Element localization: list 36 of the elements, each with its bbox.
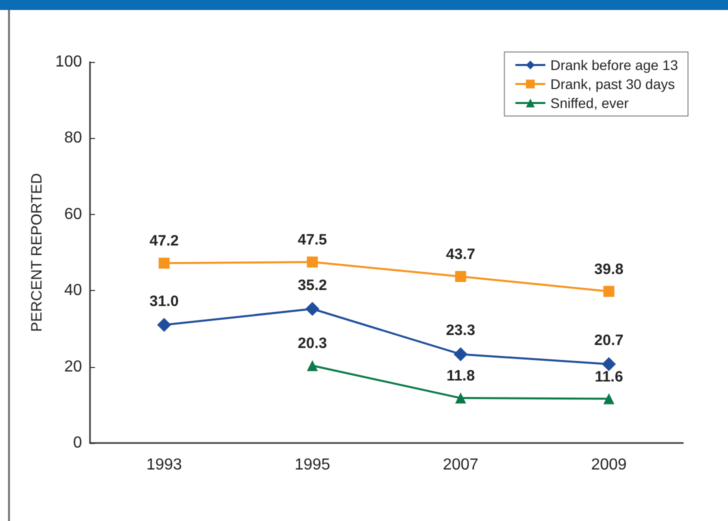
data-label: 11.8	[446, 368, 475, 385]
y-tick-label: 100	[55, 54, 82, 70]
x-tick-label: 1993	[146, 456, 182, 474]
point	[157, 318, 172, 332]
point	[603, 393, 614, 404]
data-label: 20.7	[594, 332, 624, 350]
point	[306, 256, 318, 268]
point	[603, 286, 614, 297]
x-tick-label: 1995	[294, 456, 330, 474]
data-label: 11.6	[594, 368, 624, 386]
data-label: 35.2	[298, 276, 327, 294]
y-tick-label: 40	[64, 282, 82, 300]
point	[455, 392, 466, 404]
point	[454, 347, 468, 362]
x-tick-label: 2007	[442, 456, 479, 474]
legend-label: Drank, past 30 days	[550, 76, 675, 92]
point	[455, 271, 466, 282]
legend-label: Sniffed, ever	[550, 95, 630, 111]
x-tick-label: 2009	[591, 456, 627, 474]
y-tick-label: 0	[73, 434, 82, 452]
point	[305, 302, 320, 316]
data-label: 47.5	[298, 232, 327, 249]
data-label: 43.7	[446, 246, 476, 264]
data-label: 47.2	[150, 232, 179, 250]
y-tick-label: 20	[64, 358, 82, 376]
data-label: 31.0	[150, 292, 179, 310]
point	[158, 258, 170, 269]
data-label: 20.3	[298, 335, 327, 352]
point	[602, 357, 616, 372]
data-label: 39.8	[594, 260, 624, 278]
point	[306, 360, 318, 372]
legend-label: Drank before age 13	[550, 57, 678, 73]
y-tick-label: 60	[64, 206, 82, 223]
y-axis-title: PERCENT REPORTED	[28, 173, 46, 332]
data-label: 23.3	[446, 322, 476, 340]
y-tick-label: 80	[64, 130, 82, 147]
